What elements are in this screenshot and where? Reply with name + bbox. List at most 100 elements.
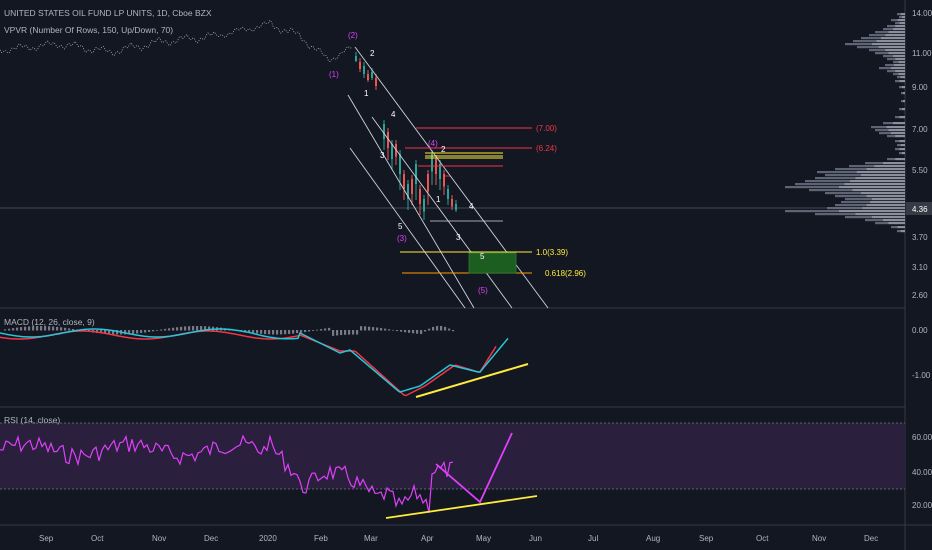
macd-hist-bar xyxy=(56,326,59,331)
wave-label-3-major: (3) xyxy=(397,234,407,243)
price-axis[interactable]: 14.00 11.00 9.00 7.00 5.50 3.70 3.10 2.6… xyxy=(912,9,932,300)
macd-hist-bar xyxy=(272,330,275,335)
macd-hist-bar xyxy=(424,330,427,332)
volume-bar-up xyxy=(875,129,889,132)
volume-bar-down xyxy=(883,219,905,222)
volume-bar-up xyxy=(887,25,896,28)
volume-bar-down xyxy=(895,25,905,28)
rsi-tick: 40.00 xyxy=(912,468,932,477)
macd-hist-bar xyxy=(192,326,195,331)
macd-trendline[interactable] xyxy=(415,363,529,398)
volume-bar-up xyxy=(865,162,883,165)
time-tick: Jun xyxy=(529,534,542,543)
macd-hist-bar xyxy=(28,326,31,331)
volume-bar-down xyxy=(872,216,905,219)
volume-bar-up xyxy=(901,92,903,95)
macd-hist-bar xyxy=(340,330,343,336)
time-axis[interactable]: Sep Oct Nov Dec 2020 Feb Mar Apr May Jun Jul Aug Sep… xyxy=(39,534,878,543)
macd-hist-bar xyxy=(284,330,287,335)
macd-hist-bar xyxy=(184,326,187,331)
last-price-badge xyxy=(906,202,932,215)
volume-bar-up xyxy=(835,168,867,171)
fib-levels xyxy=(400,127,532,274)
macd-hist-bar xyxy=(264,330,267,335)
time-tick: Oct xyxy=(91,534,104,543)
volume-bar-down xyxy=(901,16,905,19)
wave-label-2b: 2 xyxy=(441,145,446,154)
rsi-projection[interactable] xyxy=(435,432,513,504)
volume-bar-down xyxy=(890,67,905,70)
volume-bar-down xyxy=(897,19,905,22)
wave-label-3a: 3 xyxy=(380,151,385,160)
time-tick: Jul xyxy=(588,534,598,543)
price-tick: 7.00 xyxy=(912,125,928,134)
macd-hist-bar xyxy=(452,330,455,332)
fib-label-700: (7.00) xyxy=(536,124,557,133)
price-tick: 3.10 xyxy=(912,263,928,272)
rsi-trendline[interactable] xyxy=(385,495,538,519)
volume-bar-up xyxy=(805,180,850,183)
channel-line-2 xyxy=(349,147,466,309)
volume-bar-down xyxy=(895,135,905,138)
macd-hist-bar xyxy=(152,330,155,332)
volume-bar-down xyxy=(850,180,905,183)
volume-bar-down xyxy=(895,58,905,61)
wave-label-5b: 5 xyxy=(480,252,485,261)
volume-bar-up xyxy=(899,108,902,111)
target-zone-box[interactable] xyxy=(468,252,517,274)
volume-bar-down xyxy=(900,13,905,16)
volume-bar-up xyxy=(901,100,903,103)
volume-bar-down xyxy=(869,201,905,204)
candle-body xyxy=(439,164,441,179)
wave-label-4b: 4 xyxy=(469,202,474,211)
volume-bar-down xyxy=(855,177,905,180)
macd-hist-bar xyxy=(388,329,391,331)
volume-bar-up xyxy=(897,76,901,79)
volume-bar-up xyxy=(895,148,900,151)
macd-hist-bar xyxy=(48,326,51,331)
macd-hist-bar xyxy=(132,330,135,334)
volume-bar-up xyxy=(865,219,883,222)
wave-label-1b: 1 xyxy=(436,195,441,204)
wave-label-5a: 5 xyxy=(398,222,403,231)
volume-bar-up xyxy=(883,28,893,31)
macd-hist-bar xyxy=(368,326,371,331)
volume-bar-up xyxy=(875,31,889,34)
volume-bar-up xyxy=(869,34,886,37)
candle-body xyxy=(407,184,409,199)
volume-profile xyxy=(785,13,905,233)
time-tick: 2020 xyxy=(259,534,277,543)
price-tick: 11.00 xyxy=(912,49,932,58)
volume-bar-up xyxy=(815,213,856,216)
macd-hist-bar xyxy=(204,326,207,331)
volume-bar-down xyxy=(890,132,905,135)
candle-body xyxy=(375,78,377,86)
macd-hist-bar xyxy=(432,326,435,331)
macd-hist-bar xyxy=(72,328,75,331)
macd-hist-bar xyxy=(16,327,19,331)
volume-bar-up xyxy=(869,49,886,52)
volume-bar-up xyxy=(845,216,872,219)
volume-bar-up xyxy=(897,13,901,16)
volume-bar-down xyxy=(900,144,905,147)
macd-hist-bar xyxy=(408,330,411,333)
macd-hist-bar xyxy=(384,328,387,331)
macd-hist-bar xyxy=(136,330,139,334)
volume-bar-up xyxy=(825,174,861,177)
volume-bar-up xyxy=(899,86,902,89)
candle-body xyxy=(367,74,369,80)
volume-bar-down xyxy=(885,34,905,37)
volume-bar-down xyxy=(898,73,905,76)
volume-bar-up xyxy=(875,222,889,225)
macd-hist-bar xyxy=(24,326,27,331)
volume-bar-down xyxy=(852,189,905,192)
wave-label-4a: 4 xyxy=(391,110,396,119)
macd-hist-bar xyxy=(112,330,115,335)
macd-hist-bar xyxy=(436,326,439,331)
macd-hist-bar xyxy=(144,330,147,333)
volume-bar-up xyxy=(785,210,839,213)
macd-hist-bar xyxy=(168,328,171,331)
macd-hist-bar xyxy=(404,330,407,333)
volume-bar-down xyxy=(844,183,905,186)
